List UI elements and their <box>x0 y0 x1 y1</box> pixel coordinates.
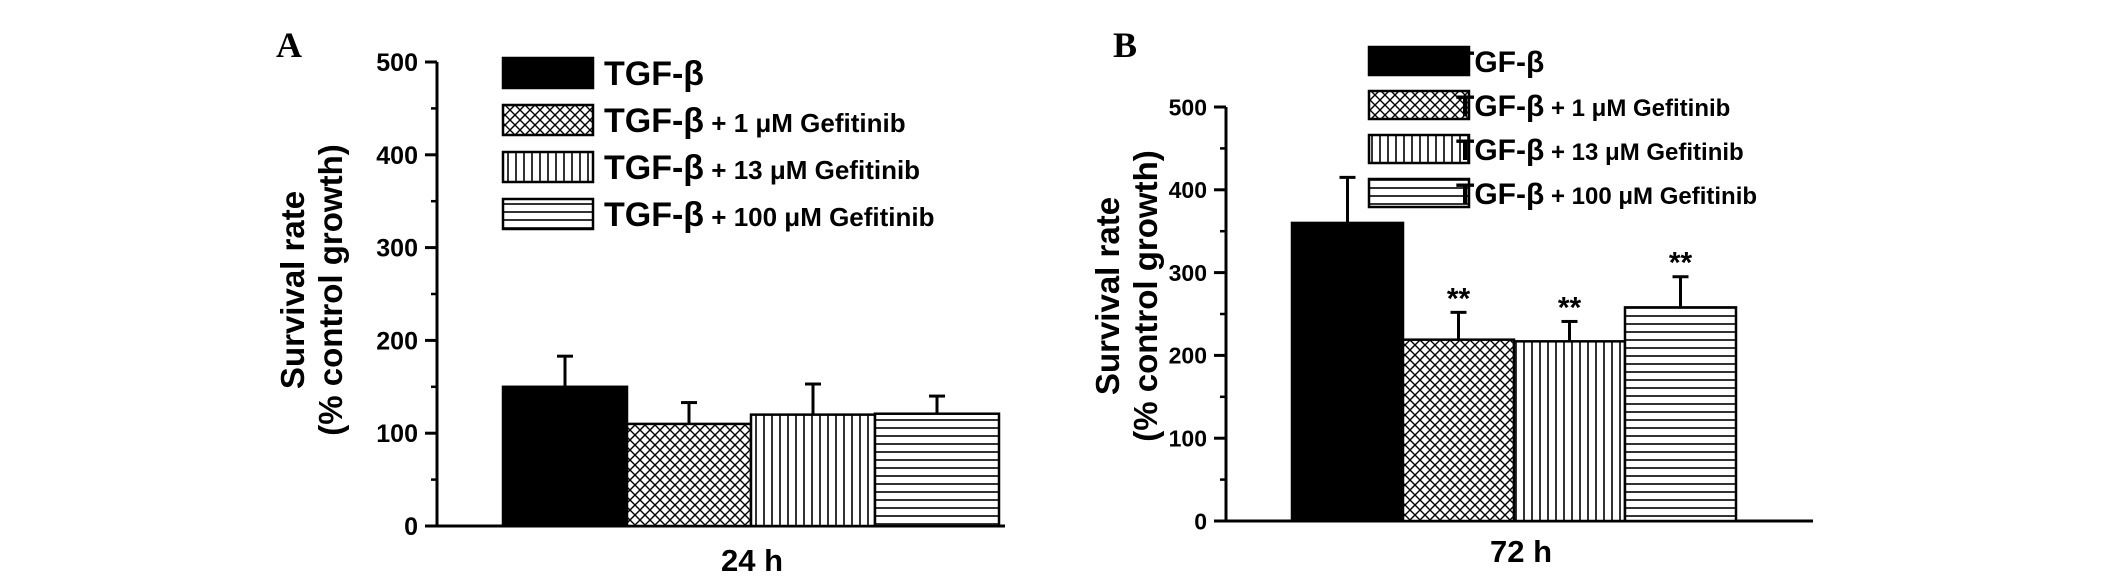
panel-b-significance-label: ** <box>1447 282 1471 315</box>
panel-a-y-tick-label: 0 <box>404 513 418 541</box>
panel-b-bar <box>1401 338 1516 523</box>
panel-b-y-axis-title-line1: Survival rate <box>1089 197 1126 395</box>
panel-b-legend-label: TGF-β + 13 μM Gefitinib <box>1456 134 1744 167</box>
panel-b: B Survival rate (% control growth) 72 h … <box>1089 25 1813 569</box>
panel-a-bar <box>501 385 629 528</box>
panel-b-y-tick-label: 500 <box>1169 94 1207 120</box>
panel-a-y-tick-label: 200 <box>376 327 418 355</box>
panel-b-bar <box>1290 221 1405 523</box>
panel-b-x-axis-title: 72 h <box>1490 534 1552 569</box>
panel-b-y-axis-title-line2: (% control growth) <box>1127 150 1164 441</box>
panel-a-bar <box>749 413 877 528</box>
panel-b-y-axis-title: Survival rate (% control growth) <box>1089 150 1164 441</box>
panel-b-legend-label: TGF-β + 1 μM Gefitinib <box>1456 90 1730 123</box>
panel-a-bar <box>625 422 753 528</box>
panel-b-y-tick-label: 0 <box>1194 508 1207 534</box>
panel-a-letter: A <box>276 25 302 65</box>
panel-a-bars <box>501 354 1001 528</box>
panel-a-legend-swatch <box>501 56 595 90</box>
panel-a-x-axis-title: 24 h <box>721 543 783 578</box>
panel-b-legend-swatch <box>1367 45 1471 77</box>
panel-b-bars: ** ** ** <box>1290 175 1738 523</box>
panel-a-legend-swatch <box>501 197 595 231</box>
panel-b-legend-label: TGF-β + 100 μM Gefitinib <box>1456 178 1757 211</box>
panel-a-legend-label: TGF-β + 100 μM Gefitinib <box>604 196 935 234</box>
panel-a-legend-swatch <box>501 150 595 184</box>
panel-b-legend-swatch <box>1367 89 1471 121</box>
panel-a-legend-label: TGF-β + 1 μM Gefitinib <box>604 102 906 140</box>
panel-a: A Survival rate (% control growth) 24 h … <box>274 25 1005 578</box>
panel-b-bar <box>1623 306 1738 523</box>
panel-b-significance-label: ** <box>1558 291 1582 324</box>
panel-a-y-tick-label: 100 <box>376 420 418 448</box>
panel-a-legend-label: TGF-β <box>604 55 704 93</box>
panel-a-y-axis-title-line1: Survival rate <box>274 191 311 389</box>
panel-b-y-tick-label: 100 <box>1169 425 1207 451</box>
panel-b-legend-label: TGF-β <box>1456 46 1544 79</box>
panel-a-legend: TGF-β TGF-β + 1 μM Gefitinib TGF-β + 13 μM… <box>501 55 935 234</box>
panel-b-legend: TGF-β TGF-β + 1 μM Gefitinib TGF-β + 13 μM… <box>1367 45 1757 211</box>
panel-a-y-axis-title: Survival rate (% control growth) <box>274 144 349 435</box>
panel-a-y-axis-title-line2: (% control growth) <box>312 144 349 435</box>
panel-a-y-tick-label: 500 <box>376 49 418 77</box>
panel-a-y-tick-label: 300 <box>376 235 418 263</box>
panel-b-letter: B <box>1113 25 1137 65</box>
panel-b-y-tick-label: 200 <box>1169 343 1207 369</box>
panel-a-legend-swatch <box>501 103 595 137</box>
panel-b-bar <box>1512 340 1627 523</box>
panel-a-y-tick-label: 400 <box>376 142 418 170</box>
panel-a-bar <box>873 412 1001 528</box>
panel-a-legend-label: TGF-β + 13 μM Gefitinib <box>604 149 920 187</box>
panel-b-y-tick-label: 400 <box>1169 177 1207 203</box>
panel-b-significance-label: ** <box>1669 247 1693 280</box>
panel-b-legend-swatch <box>1367 177 1471 209</box>
panel-b-legend-swatch <box>1367 133 1471 165</box>
panel-b-y-tick-label: 300 <box>1169 260 1207 286</box>
